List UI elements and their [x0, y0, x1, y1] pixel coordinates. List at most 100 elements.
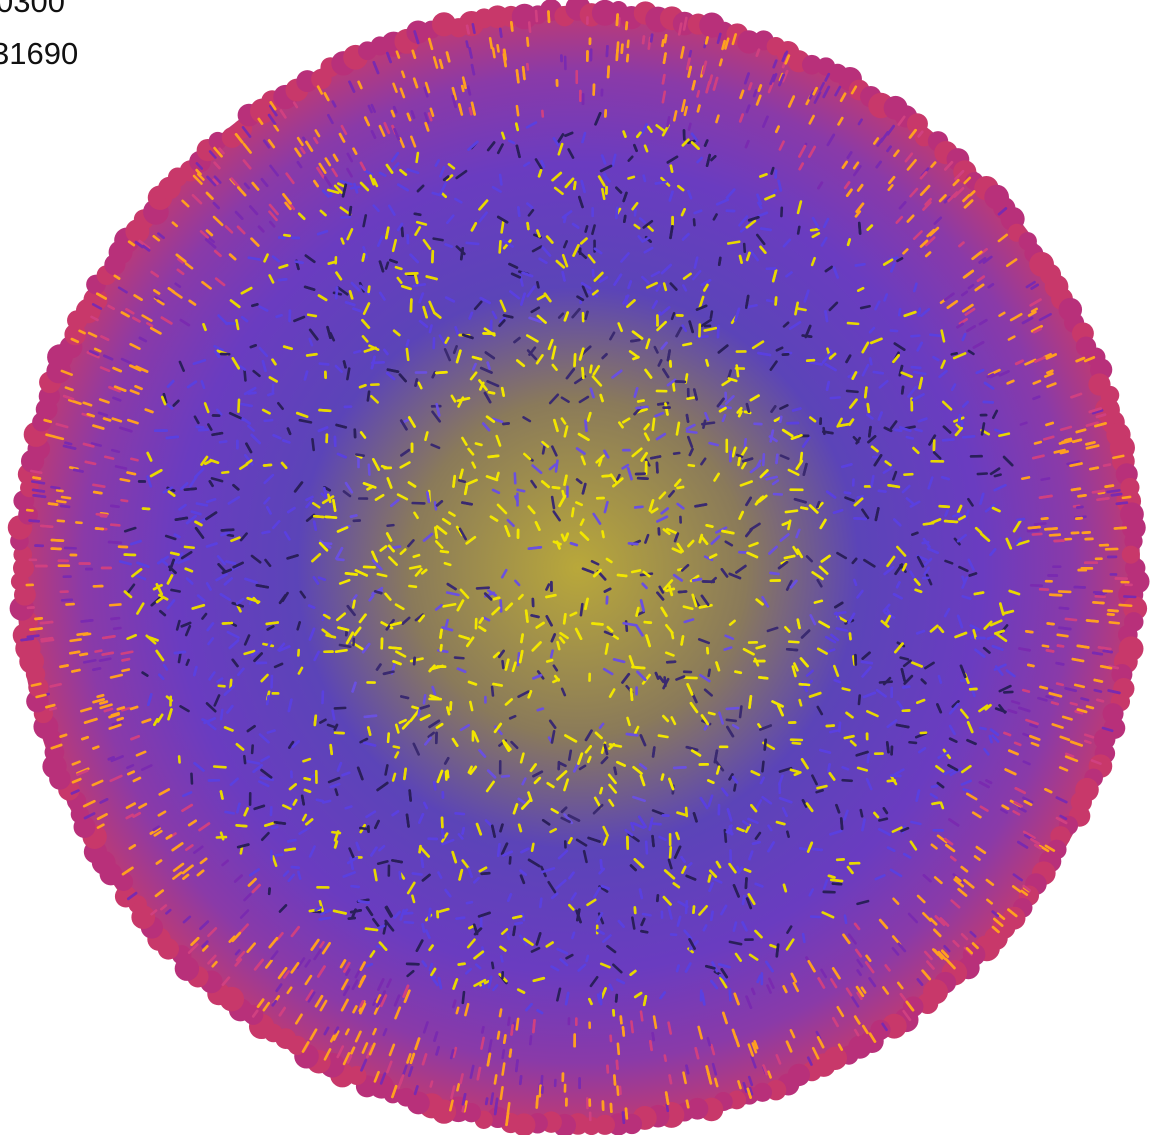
cell [518, 653, 519, 665]
cell [467, 243, 478, 244]
cell [520, 1076, 521, 1083]
cell [244, 756, 245, 763]
cell [761, 229, 770, 230]
cell [553, 487, 559, 488]
cell [51, 487, 59, 488]
cell [663, 75, 664, 83]
cell [314, 516, 323, 517]
cell [739, 458, 740, 465]
cell [632, 918, 634, 929]
cell [590, 366, 591, 372]
cell [571, 543, 577, 545]
cell [631, 689, 632, 699]
cell [1019, 648, 1029, 650]
cell [693, 907, 694, 913]
cell [477, 588, 489, 589]
cell [103, 636, 114, 638]
cell [57, 490, 62, 491]
cell [635, 210, 636, 215]
cell [650, 1041, 651, 1050]
cell [1071, 703, 1077, 705]
cell [502, 388, 503, 395]
cell [798, 227, 799, 234]
cell [990, 736, 992, 742]
cell [543, 446, 544, 453]
cell [470, 108, 471, 114]
cell [320, 410, 331, 411]
cell [430, 325, 432, 332]
cell [32, 481, 44, 483]
cell [1050, 535, 1060, 536]
cell [517, 1019, 518, 1029]
cell [519, 825, 521, 831]
cell [698, 106, 700, 112]
cell [1045, 528, 1056, 529]
cell [540, 899, 541, 907]
cell [817, 790, 823, 792]
cell [388, 734, 389, 742]
cell [111, 618, 118, 619]
cell [537, 282, 538, 287]
cell [34, 495, 45, 497]
cell [84, 634, 90, 635]
cell [880, 682, 892, 683]
cell [405, 922, 413, 923]
cell [683, 344, 691, 346]
cell [687, 1101, 688, 1107]
cell [41, 622, 52, 623]
cell [62, 497, 70, 498]
cell [787, 832, 788, 837]
cell [861, 306, 869, 308]
cell [498, 844, 499, 855]
cell [49, 504, 57, 505]
cell [1042, 478, 1049, 479]
cell [930, 335, 940, 336]
cell [601, 395, 603, 401]
cell [980, 728, 985, 729]
cell [315, 716, 316, 725]
cell [1087, 706, 1093, 708]
cell [402, 228, 403, 236]
cell [407, 340, 409, 345]
cell [58, 521, 64, 522]
cell [627, 734, 637, 735]
cell [93, 485, 104, 487]
cell [678, 487, 683, 488]
cell [1047, 689, 1052, 690]
cell [1057, 684, 1063, 685]
cell [641, 931, 647, 932]
cell [340, 645, 350, 647]
cell [400, 872, 401, 879]
cell [31, 471, 41, 473]
cell [350, 207, 351, 214]
cell [335, 708, 345, 709]
cell [412, 896, 414, 902]
cell [737, 455, 742, 457]
cell [677, 966, 679, 971]
cell [833, 884, 841, 885]
cell [696, 504, 707, 506]
cell [441, 645, 442, 650]
cell [645, 622, 651, 623]
cell [185, 547, 194, 548]
cell [667, 1105, 668, 1111]
cell [746, 878, 747, 887]
cell [845, 916, 846, 923]
cell [419, 709, 420, 715]
cell [122, 500, 128, 501]
cell [510, 857, 511, 863]
cell [333, 500, 335, 510]
cell [455, 658, 463, 659]
cell [654, 824, 661, 825]
cell [643, 37, 644, 44]
cell [845, 736, 854, 738]
cell [366, 929, 377, 930]
cell [423, 924, 425, 931]
cell [502, 133, 504, 139]
cell [687, 431, 696, 432]
cell [467, 902, 472, 903]
cell [853, 656, 854, 664]
cell [503, 661, 504, 668]
cell [664, 284, 666, 290]
cell [431, 1082, 432, 1087]
